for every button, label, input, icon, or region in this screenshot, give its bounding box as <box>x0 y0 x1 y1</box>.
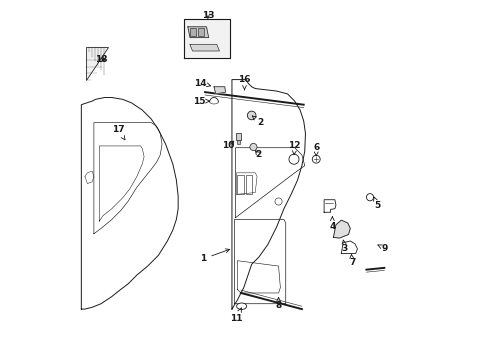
Ellipse shape <box>236 303 246 310</box>
Text: 15: 15 <box>193 96 209 105</box>
Circle shape <box>366 194 373 201</box>
Bar <box>237 175 244 194</box>
Text: 14: 14 <box>194 79 210 88</box>
Text: 4: 4 <box>328 216 335 231</box>
Bar <box>237 140 240 144</box>
Text: 9: 9 <box>377 244 387 253</box>
Text: 1: 1 <box>200 249 229 264</box>
Text: 10: 10 <box>222 141 234 150</box>
Polygon shape <box>187 27 208 37</box>
Bar <box>235 133 241 140</box>
Circle shape <box>288 154 298 164</box>
Text: 8: 8 <box>275 297 281 310</box>
Polygon shape <box>183 19 230 58</box>
Bar <box>197 28 203 36</box>
Text: 2: 2 <box>255 150 262 159</box>
Text: 3: 3 <box>341 240 347 253</box>
Polygon shape <box>190 45 219 51</box>
Text: 7: 7 <box>348 255 355 267</box>
Text: 2: 2 <box>252 116 263 127</box>
Bar <box>189 28 196 36</box>
Polygon shape <box>86 47 107 80</box>
Text: 17: 17 <box>112 125 125 140</box>
Text: 11: 11 <box>230 308 243 323</box>
Text: 6: 6 <box>312 143 319 156</box>
Circle shape <box>312 155 320 163</box>
Text: 5: 5 <box>373 197 380 210</box>
Polygon shape <box>214 87 225 94</box>
Text: 13: 13 <box>201 10 214 19</box>
Circle shape <box>247 111 255 120</box>
Polygon shape <box>333 220 349 238</box>
Circle shape <box>249 143 257 150</box>
Text: 18: 18 <box>95 55 107 64</box>
Text: 16: 16 <box>238 75 250 90</box>
Text: 12: 12 <box>288 141 300 155</box>
Bar <box>245 175 252 194</box>
